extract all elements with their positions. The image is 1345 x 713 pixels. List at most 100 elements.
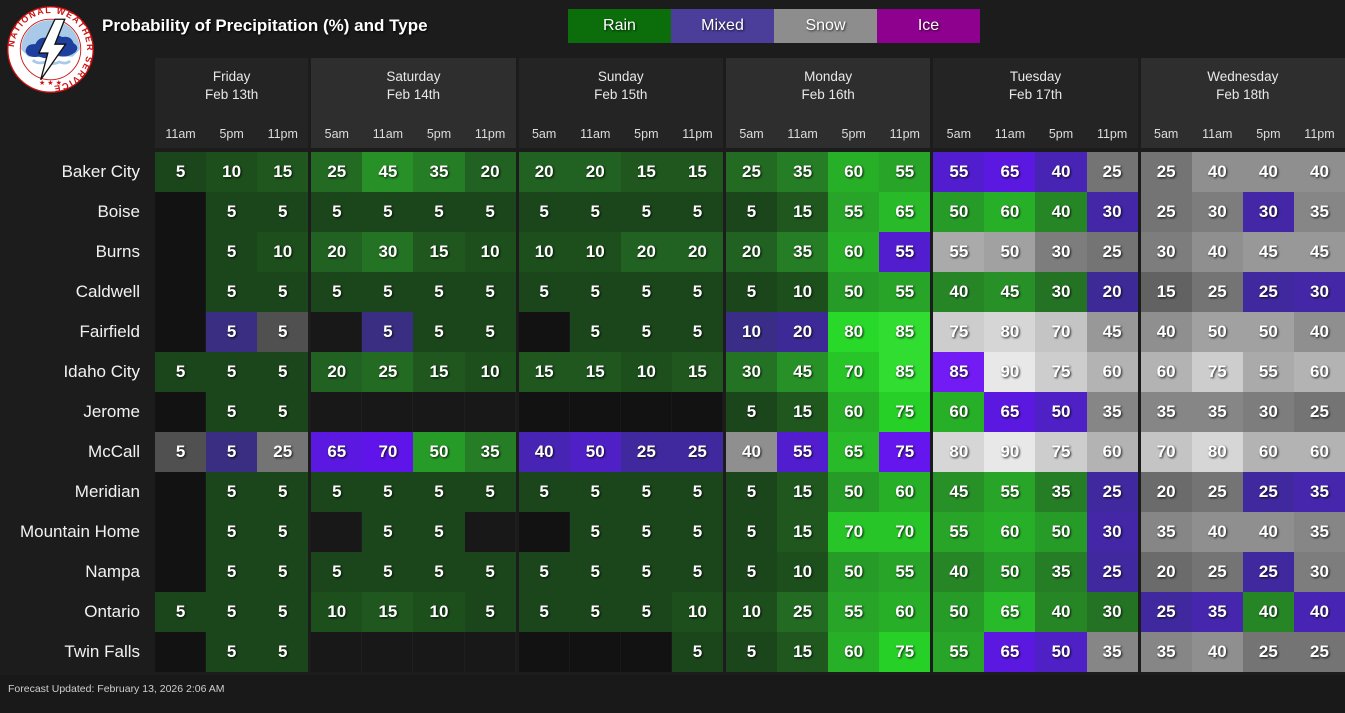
pop-cell [155, 272, 207, 312]
pop-cell [155, 232, 207, 272]
legend-item-snow: Snow [774, 9, 877, 43]
pop-cell: 50 [933, 592, 985, 632]
pop-cell: 35 [1035, 472, 1087, 512]
pop-cell: 50 [828, 272, 880, 312]
pop-cell: 35 [1086, 632, 1138, 672]
city-label: Mountain Home [19, 522, 140, 541]
pop-cell: 70 [1035, 312, 1087, 352]
table-row-idaho-city: Idaho City 5 5 5 20 25 15 10 15 15 10 15 30 45 70 85 85 9… [0, 352, 1345, 392]
day-group-sunday: 15 15 10 15 [518, 352, 723, 392]
time-header: 5pm [1048, 127, 1074, 141]
pop-cell: 5 [620, 312, 672, 352]
day-group-monday: 5 15 70 70 [725, 512, 931, 552]
pop-cell: 5 [569, 592, 621, 632]
pop-cell: 15 [257, 152, 309, 192]
pop-cell: 40 [1242, 152, 1294, 192]
time-header: 5pm [841, 127, 866, 141]
pop-cell: 40 [933, 272, 985, 312]
day-group-monday: 5 15 60 75 [725, 392, 931, 432]
pop-cell: 40 [1242, 592, 1294, 632]
pop-cell: 45 [777, 352, 829, 392]
pop-cell: 75 [1191, 352, 1243, 392]
pop-cell: 10 [777, 552, 829, 592]
day-date: Feb 14th [386, 87, 441, 102]
pop-cell: 5 [362, 552, 414, 592]
time-header-group: 5am 11am 5pm 11pm [311, 102, 515, 148]
pop-cell: 15 [362, 592, 414, 632]
pop-cell: 5 [464, 592, 516, 632]
pop-cell: 90 [984, 432, 1036, 472]
pop-cell: 5 [725, 192, 778, 232]
pop-cell: 30 [362, 232, 414, 272]
pop-cell [311, 632, 363, 672]
pop-cell: 40 [1035, 152, 1087, 192]
svg-text:★ ★ ★: ★ ★ ★ [39, 79, 62, 87]
pop-cell: 25 [620, 432, 672, 472]
pop-cell [518, 312, 570, 352]
day-group-wednesday: 40 50 50 40 [1140, 312, 1345, 352]
city-label: Idaho City [63, 362, 140, 381]
pop-cell: 5 [206, 272, 258, 312]
day-group-wednesday: 60 75 55 60 [1140, 352, 1345, 392]
pop-cell: 25 [1086, 152, 1138, 192]
pop-cell: 25 [1086, 232, 1138, 272]
pop-cell [311, 312, 363, 352]
pop-cell: 50 [984, 552, 1036, 592]
day-group-friday: 5 5 25 [155, 432, 309, 472]
pop-cell: 40 [1242, 512, 1294, 552]
pop-cell [464, 512, 516, 552]
day-group-monday: 40 55 65 75 [725, 432, 931, 472]
pop-cell: 35 [1140, 392, 1192, 432]
day-group-tuesday: 55 60 50 30 [933, 512, 1138, 552]
pop-cell: 65 [879, 192, 931, 232]
pop-cell: 5 [413, 312, 465, 352]
pop-cell [518, 392, 570, 432]
pop-cell: 25 [1242, 632, 1294, 672]
pop-cell: 25 [1191, 472, 1243, 512]
day-group-tuesday: 60 65 50 35 [933, 392, 1138, 432]
pop-cell: 35 [1086, 392, 1138, 432]
table-row-baker-city: Baker City 5 10 15 25 45 35 20 20 20 15 15 25 35 60 55 5… [0, 152, 1345, 192]
pop-cell: 5 [569, 312, 621, 352]
pop-cell: 35 [1191, 592, 1243, 632]
pop-cell: 80 [984, 312, 1036, 352]
pop-cell: 40 [1293, 152, 1345, 192]
pop-cell: 10 [569, 232, 621, 272]
day-group-sunday: 10 10 20 20 [518, 232, 723, 272]
pop-cell: 55 [879, 232, 931, 272]
legend-item-ice: Ice [877, 9, 980, 43]
day-name: Wednesday [1207, 69, 1279, 84]
day-group-wednesday: 25 35 40 40 [1140, 592, 1345, 632]
pop-cell: 85 [879, 352, 931, 392]
day-group-monday: 5 15 60 75 [725, 632, 931, 672]
pop-cell: 50 [984, 232, 1036, 272]
pop-cell: 60 [828, 392, 880, 432]
pop-cell: 40 [1293, 312, 1345, 352]
pop-cell: 15 [518, 352, 570, 392]
pop-cell: 55 [984, 472, 1036, 512]
pop-cell [155, 192, 207, 232]
pop-cell: 5 [257, 632, 309, 672]
day-group-sunday: 20 20 15 15 [518, 152, 723, 192]
pop-cell: 65 [984, 592, 1036, 632]
pop-cell: 10 [413, 592, 465, 632]
day-group-tuesday: 55 65 50 35 [933, 632, 1138, 672]
pop-cell: 55 [828, 192, 880, 232]
pop-cell: 40 [1140, 312, 1192, 352]
pop-cell: 55 [933, 512, 985, 552]
pop-cell: 5 [569, 552, 621, 592]
pop-cell: 25 [1242, 472, 1294, 512]
pop-cell: 70 [828, 352, 880, 392]
day-header-tuesday: Tuesday Feb 17th 5am 11am 5pm 11pm [933, 58, 1138, 148]
day-group-tuesday: 75 80 70 45 [933, 312, 1138, 352]
day-group-wednesday: 20 25 25 30 [1140, 552, 1345, 592]
pop-cell: 70 [362, 432, 414, 472]
time-header-group: 5am 11am 5pm 11pm [1141, 102, 1345, 148]
time-header: 5am [324, 127, 349, 141]
pop-cell: 25 [1086, 472, 1138, 512]
pop-cell: 5 [464, 472, 516, 512]
